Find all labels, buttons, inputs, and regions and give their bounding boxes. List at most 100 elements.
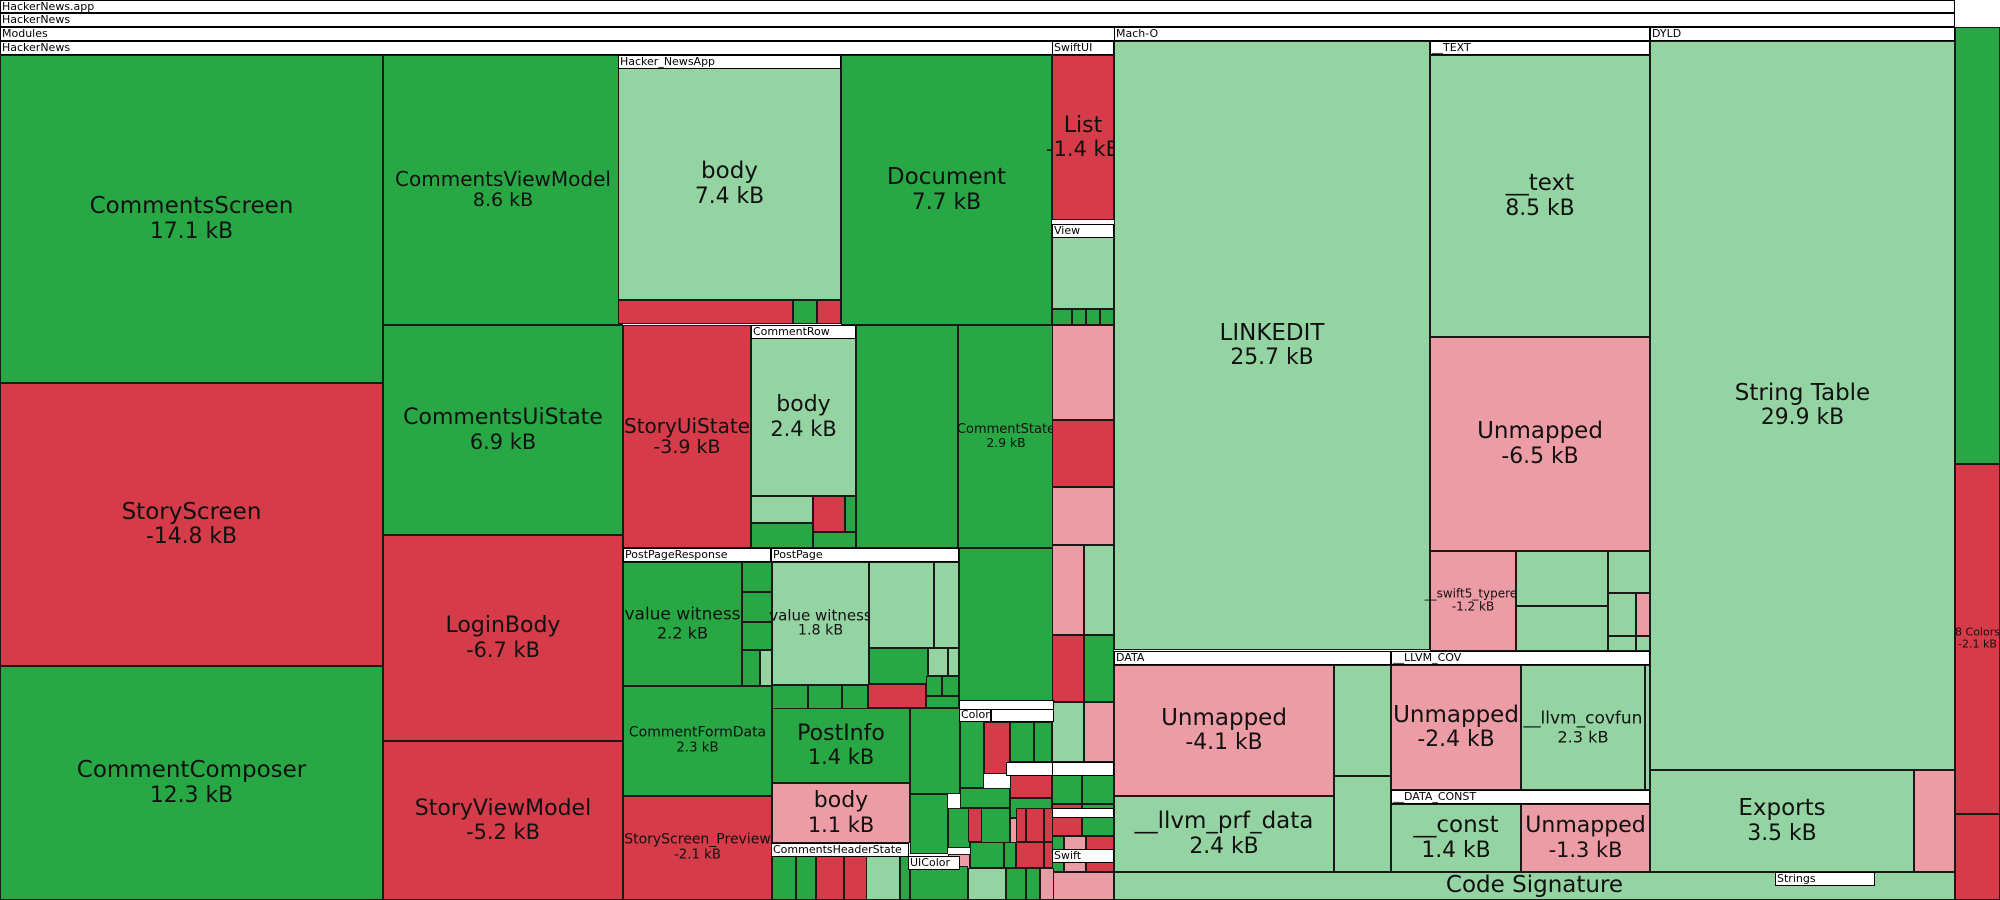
treemap-cell-const-unmapped[interactable] bbox=[1521, 804, 1650, 872]
treemap-cell[interactable] bbox=[1086, 309, 1100, 325]
group-tag-text-segment[interactable]: __TEXT bbox=[1430, 41, 1650, 55]
treemap-cell[interactable] bbox=[813, 532, 856, 548]
treemap-cell[interactable] bbox=[970, 842, 1004, 868]
treemap-cell[interactable] bbox=[1004, 842, 1016, 868]
group-tag-color[interactable]: Color bbox=[959, 708, 991, 722]
treemap-cell[interactable] bbox=[1052, 872, 1114, 900]
treemap-cell-comment-composer[interactable] bbox=[0, 666, 383, 900]
treemap-cell[interactable] bbox=[910, 866, 968, 900]
breadcrumb-level-3[interactable]: HackerNews bbox=[0, 41, 1114, 55]
treemap-cell-list[interactable] bbox=[1052, 55, 1114, 220]
treemap-cell[interactable] bbox=[1034, 722, 1052, 762]
treemap-cell-cov-unmapped[interactable] bbox=[1391, 665, 1521, 790]
treemap-cell[interactable] bbox=[1608, 636, 1636, 651]
treemap-cell[interactable] bbox=[1645, 665, 1650, 790]
treemap-cell[interactable] bbox=[751, 523, 813, 548]
group-tag-data-segment[interactable]: DATA bbox=[1114, 651, 1391, 665]
treemap-cell[interactable] bbox=[816, 856, 844, 900]
treemap-cell[interactable] bbox=[1052, 325, 1114, 420]
treemap-cell[interactable] bbox=[742, 592, 772, 622]
treemap-cell[interactable] bbox=[742, 622, 772, 650]
treemap-cell[interactable] bbox=[960, 788, 1010, 808]
treemap-cell[interactable] bbox=[808, 685, 842, 709]
group-tag-dyld[interactable]: DYLD bbox=[1650, 27, 1955, 41]
treemap-cell[interactable] bbox=[1636, 636, 1650, 651]
group-tag-data-const[interactable]: __DATA_CONST bbox=[1391, 790, 1650, 804]
treemap-cell[interactable] bbox=[910, 708, 960, 794]
treemap-cell[interactable] bbox=[845, 496, 856, 532]
treemap-cell-string-table[interactable] bbox=[1650, 41, 1955, 770]
treemap-cell-app-body[interactable] bbox=[618, 68, 841, 300]
group-tag-strings[interactable]: Strings bbox=[1775, 872, 1875, 886]
treemap-cell[interactable] bbox=[1010, 722, 1034, 762]
treemap-cell[interactable] bbox=[1334, 665, 1391, 776]
treemap-cell[interactable] bbox=[926, 696, 959, 708]
treemap-cell[interactable] bbox=[1052, 545, 1084, 635]
breadcrumb-level-0[interactable]: HackerNews.app bbox=[0, 0, 1955, 13]
treemap-cell[interactable] bbox=[817, 300, 841, 324]
treemap-cell[interactable] bbox=[842, 685, 868, 709]
group-tag-comment-row[interactable]: CommentRow bbox=[751, 325, 856, 339]
treemap-cell[interactable] bbox=[948, 808, 970, 848]
group-tag-uicolor[interactable]: UIColor bbox=[908, 856, 960, 870]
group-tag-swift[interactable]: Swift bbox=[1052, 849, 1114, 863]
treemap-cell[interactable] bbox=[1052, 237, 1114, 309]
group-tag-hacker-newsapp[interactable]: Hacker_NewsApp bbox=[618, 55, 841, 69]
treemap-cell[interactable] bbox=[1040, 868, 1054, 900]
treemap-cell[interactable] bbox=[1016, 842, 1044, 868]
treemap-cell[interactable] bbox=[793, 300, 817, 324]
group-tag-llvm-cov[interactable]: __LLVM_COV bbox=[1391, 651, 1650, 665]
treemap-cell[interactable] bbox=[984, 722, 1010, 774]
treemap-cell[interactable] bbox=[1955, 814, 2000, 900]
treemap-cell[interactable] bbox=[869, 648, 928, 684]
treemap-cell-login-body[interactable] bbox=[383, 535, 623, 741]
group-tag-post-page-response[interactable]: PostPageResponse bbox=[623, 548, 771, 562]
treemap-cell[interactable] bbox=[1016, 808, 1026, 842]
treemap-cell[interactable] bbox=[1052, 420, 1114, 487]
treemap-cell[interactable] bbox=[948, 648, 959, 676]
treemap-cell[interactable] bbox=[1052, 487, 1114, 545]
treemap-cell[interactable] bbox=[1516, 551, 1608, 606]
treemap-cell[interactable] bbox=[928, 648, 948, 676]
treemap-cell[interactable] bbox=[1608, 551, 1650, 593]
treemap-cell-story-view-model[interactable] bbox=[383, 741, 623, 900]
treemap-cell[interactable] bbox=[1084, 702, 1114, 762]
treemap-cell-comment-state[interactable] bbox=[958, 325, 1054, 548]
treemap-cell[interactable] bbox=[866, 856, 900, 900]
treemap-cell-document[interactable] bbox=[841, 55, 1052, 325]
treemap-cell[interactable] bbox=[1100, 309, 1114, 325]
group-tag-blank-b[interactable] bbox=[1052, 762, 1114, 776]
treemap-cell[interactable] bbox=[760, 650, 772, 686]
treemap-cell[interactable] bbox=[959, 548, 1054, 708]
treemap-cell[interactable] bbox=[813, 496, 845, 532]
treemap-cell[interactable] bbox=[751, 496, 813, 523]
treemap-cell[interactable] bbox=[1026, 808, 1044, 842]
treemap-cell[interactable] bbox=[1072, 309, 1086, 325]
treemap-cell-comments-screen[interactable] bbox=[0, 55, 383, 383]
treemap-cell[interactable] bbox=[1052, 635, 1084, 702]
treemap-cell[interactable] bbox=[934, 562, 959, 648]
treemap-cell[interactable] bbox=[1084, 635, 1114, 702]
treemap-cell-comments-view-model[interactable] bbox=[383, 55, 623, 325]
treemap-cell[interactable] bbox=[1052, 702, 1084, 762]
treemap-cell-typeref[interactable] bbox=[1430, 551, 1516, 651]
treemap-cell[interactable] bbox=[1608, 593, 1636, 636]
treemap-cell[interactable] bbox=[618, 300, 793, 324]
treemap-cell[interactable] bbox=[1084, 545, 1114, 635]
treemap-cell-story-ui-state[interactable] bbox=[623, 325, 751, 548]
treemap-cell[interactable] bbox=[1006, 868, 1026, 900]
treemap-cell-covfun[interactable] bbox=[1521, 665, 1645, 790]
treemap-cell[interactable] bbox=[742, 562, 772, 592]
group-tag-color-blank2[interactable] bbox=[959, 700, 1054, 710]
group-tag-blank-a[interactable] bbox=[1006, 762, 1054, 776]
group-tag-post-page[interactable]: PostPage bbox=[771, 548, 959, 562]
treemap-cell[interactable] bbox=[742, 650, 760, 686]
group-tag-color-blank[interactable] bbox=[991, 708, 1054, 722]
treemap-cell-comment-form-data[interactable] bbox=[623, 686, 772, 796]
treemap-cell-prf-data[interactable] bbox=[1114, 796, 1334, 872]
group-tag-comments-header-state[interactable]: CommentsHeaderState bbox=[771, 843, 909, 857]
treemap-cell-data-unmapped[interactable] bbox=[1114, 665, 1334, 796]
treemap-cell-story-screen[interactable] bbox=[0, 383, 383, 666]
treemap-cell[interactable] bbox=[868, 684, 926, 708]
treemap-cell[interactable] bbox=[942, 676, 959, 696]
